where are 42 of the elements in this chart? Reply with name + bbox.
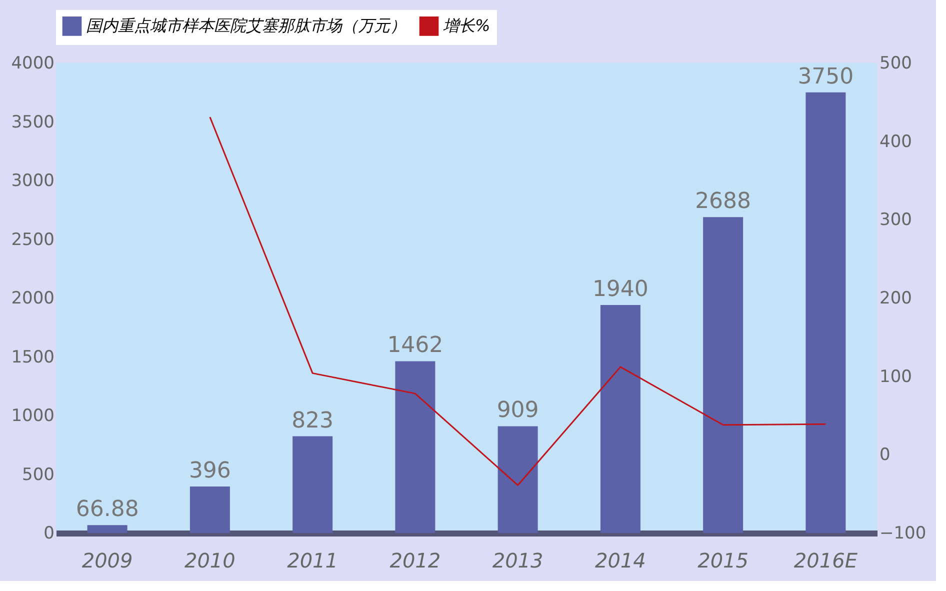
bar (703, 217, 744, 533)
text: 1940 (592, 277, 648, 302)
y-tick-label: 1500 (11, 347, 54, 368)
text: 1462 (387, 333, 444, 358)
y-tick-label: 0 (44, 524, 54, 544)
y2-tick-label: 500 (880, 54, 912, 74)
x-tick-label: 2012 (390, 548, 441, 572)
y2-tick-label: 0 (880, 445, 890, 466)
bar (292, 436, 333, 533)
x-tick-label: 2009 (82, 548, 133, 572)
y2-tick-label: 400 (880, 132, 912, 152)
x-tick-label: 2014 (594, 548, 646, 572)
y2-tick-label: 300 (880, 210, 912, 230)
x-tick-label: 2011 (287, 548, 338, 572)
x-tick-label: 2015 (698, 548, 749, 572)
bar (190, 486, 230, 533)
x-tick-label: 2010 (184, 548, 236, 572)
y2-tick-label: 100 (880, 366, 912, 387)
y-tick-label: 3500 (11, 112, 54, 132)
y-tick-label: 1000 (11, 406, 54, 426)
legend-label: 增长% (443, 16, 490, 36)
legend-label: 国内重点城市样本医院艾塞那肽市场（万元） (86, 16, 406, 36)
y2-tick-label: 200 (880, 288, 912, 308)
text: 909 (496, 398, 539, 424)
text: 3750 (798, 64, 854, 90)
text: 66.88 (76, 497, 139, 522)
x-tick-label: 2013 (492, 548, 544, 572)
y-tick-label: 2500 (11, 230, 54, 250)
bar (806, 92, 846, 533)
bar (395, 361, 436, 533)
text: 2688 (695, 189, 752, 214)
y-tick-label: 4000 (11, 54, 54, 74)
text: 396 (188, 458, 231, 484)
y-tick-label: 3000 (11, 171, 54, 191)
y2-tick-label: −100 (880, 524, 926, 544)
y-tick-label: 2000 (11, 288, 54, 308)
bar (600, 305, 640, 533)
x-tick-label: 2016E (794, 548, 858, 572)
y-tick-label: 500 (22, 464, 54, 485)
text: 823 (292, 408, 334, 434)
bar (498, 426, 538, 533)
bar (87, 525, 128, 533)
